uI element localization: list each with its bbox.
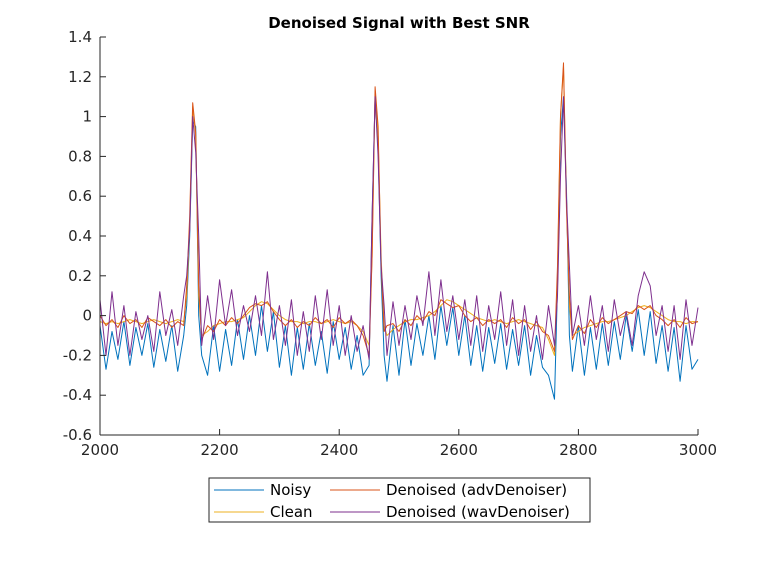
legend-box [208,477,591,523]
legend-label: Clean [270,503,313,521]
series-line-denoised-wavdenoiser [99,96,699,360]
x-tick-label: 2000 [81,441,119,459]
chart-title: Denoised Signal with Best SNR [268,14,530,32]
y-tick-label: 1.4 [68,28,92,46]
x-tick-label: 2800 [559,441,597,459]
series-layer [99,62,699,400]
y-tick-label: 0.8 [68,147,92,165]
y-tick-label: 0.6 [68,187,92,205]
y-tick-label: -0.6 [63,426,92,444]
y-tick-label: 0 [82,307,92,325]
legend-label: Noisy [270,481,311,499]
series-line-noisy [99,96,699,400]
y-tick-label: 0.4 [68,227,92,245]
x-tick-label: 2400 [320,441,358,459]
legend-label: Denoised (advDenoiser) [386,481,567,499]
x-tick-label: 2200 [201,441,239,459]
y-tick-label: 1.2 [68,68,92,86]
legend-label: Denoised (wavDenoiser) [386,503,570,521]
x-tick-label: 2600 [440,441,478,459]
y-tick-label: -0.2 [63,346,92,364]
y-tick-label: -0.4 [63,386,92,404]
y-tick-label: 1 [82,108,92,126]
legend: Noisy Clean Denoised (advDenoiser) Denoised… [208,477,591,523]
x-tick-label: 3000 [679,441,717,459]
series-line-denoised-advdenoiser [99,62,699,356]
y-tick-label: 0.2 [68,267,92,285]
